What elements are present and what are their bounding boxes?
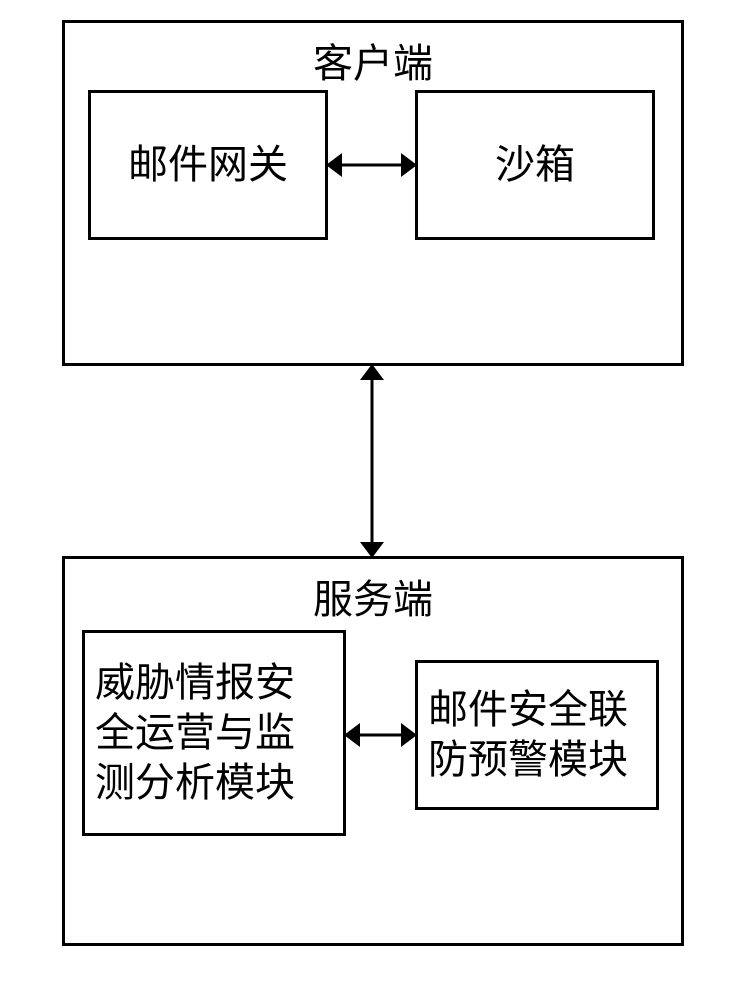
arrow-head-left-icon xyxy=(344,723,360,747)
arrow-head-left-icon xyxy=(326,153,342,177)
joint-defense-label: 邮件安全联防预警模块 xyxy=(428,685,646,785)
client-title: 客户端 xyxy=(65,31,681,89)
mail-gateway-label: 邮件网关 xyxy=(128,140,288,190)
arrow-head-up-icon xyxy=(360,364,384,380)
arrow-head-right-icon xyxy=(401,153,417,177)
server-inner-arrow xyxy=(346,723,415,747)
client-inner-arrow xyxy=(328,153,415,177)
threat-intel-label: 威胁情报安全运营与监测分析模块 xyxy=(95,658,333,808)
arrow-line xyxy=(371,366,374,556)
joint-defense-box: 邮件安全联防预警模块 xyxy=(415,660,659,810)
sandbox-label: 沙箱 xyxy=(495,140,575,190)
diagram-canvas: 客户端 邮件网关 沙箱 服务端 威胁情报安全运营与监测分析模块 邮件安全联防预警… xyxy=(0,0,746,1000)
client-server-arrow xyxy=(360,366,384,556)
server-title: 服务端 xyxy=(65,567,681,625)
arrow-head-right-icon xyxy=(401,723,417,747)
mail-gateway-box: 邮件网关 xyxy=(88,90,328,240)
sandbox-box: 沙箱 xyxy=(415,90,655,240)
threat-intel-box: 威胁情报安全运营与监测分析模块 xyxy=(82,630,346,836)
